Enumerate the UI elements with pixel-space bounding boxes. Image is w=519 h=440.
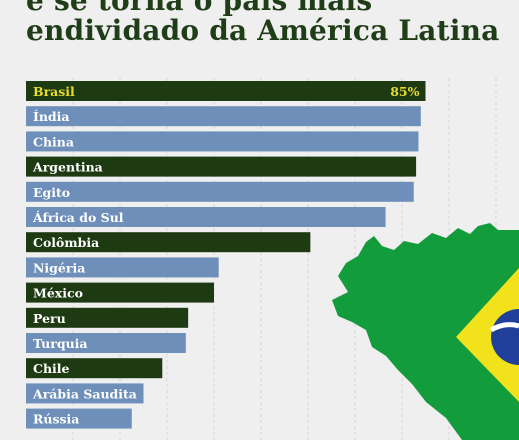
- bar: [26, 408, 132, 429]
- bar: [26, 257, 219, 278]
- bar-category-label: Egito: [33, 185, 70, 200]
- bar: [26, 207, 386, 227]
- bar-category-label: Nigéria: [33, 260, 85, 275]
- bar: [26, 282, 214, 303]
- bar-category-label: Brasil: [33, 84, 75, 99]
- bar: [26, 81, 426, 101]
- bar: [26, 106, 421, 127]
- bar-category-label: Argentina: [32, 160, 103, 175]
- bar-value-label: 85%: [390, 84, 419, 99]
- chart-headline: e se torna o país mais endividado da Amé…: [26, 0, 519, 46]
- bar: [26, 358, 163, 379]
- flag-yellow-diamond: [456, 268, 519, 402]
- bar-category-label: Turquia: [33, 336, 88, 351]
- brazil-map-illustration: [332, 223, 519, 440]
- flag-white-band: [489, 322, 519, 333]
- bar-category-label: Colômbia: [33, 235, 99, 250]
- bar: [26, 333, 186, 353]
- bar: [26, 232, 311, 253]
- brazil-map-shape: [332, 223, 519, 440]
- bar: [26, 131, 419, 152]
- bar-category-label: Chile: [33, 361, 70, 376]
- bar-category-label: Arábia Saudita: [32, 386, 137, 401]
- bar: [26, 156, 417, 177]
- bar: [26, 383, 144, 404]
- bar-category-label: México: [33, 286, 83, 301]
- headline-line-2: endividado da América Latina: [26, 14, 500, 47]
- headline-line-1: e se torna o país mais: [26, 0, 373, 17]
- bar-category-label: Peru: [33, 311, 66, 326]
- bar: [26, 181, 414, 202]
- bars: Brasil Índia China Argentina Egito África do …: [26, 81, 426, 429]
- bar-category-label: China: [33, 134, 74, 149]
- bar-category-label: África do Sul: [32, 210, 124, 225]
- bar-category-label: Índia: [33, 109, 70, 124]
- bar-category-label: Rússia: [33, 412, 79, 427]
- bar: [26, 307, 189, 328]
